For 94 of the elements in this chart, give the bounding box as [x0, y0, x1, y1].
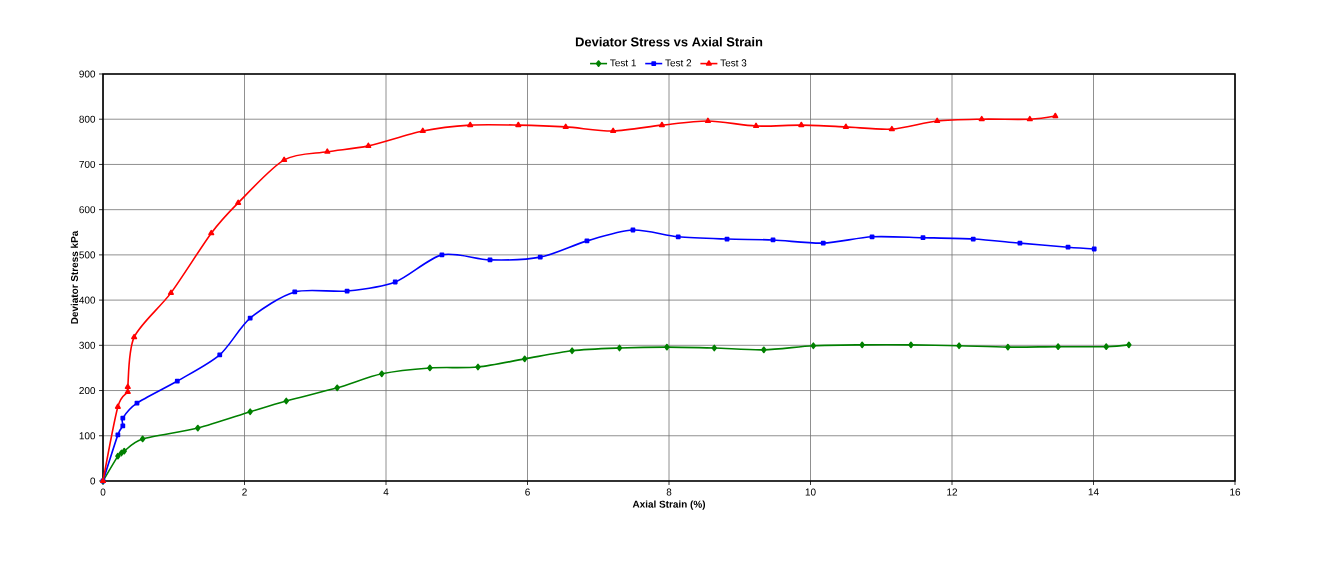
chart-title: Deviator Stress vs Axial Strain [575, 36, 763, 47]
y-tick-label: 700 [79, 160, 96, 168]
point [1017, 240, 1023, 246]
point [761, 346, 767, 354]
point [752, 122, 760, 129]
point [610, 127, 617, 134]
point [174, 378, 180, 384]
point [1005, 343, 1011, 351]
point [869, 234, 875, 240]
point [427, 364, 433, 372]
point [487, 257, 493, 263]
point [283, 397, 289, 405]
x-tick-label: 10 [805, 488, 816, 496]
point [521, 355, 528, 363]
point [167, 289, 174, 295]
x-tick-label: 6 [525, 488, 530, 496]
point [1091, 246, 1097, 252]
y-tick-label: 0 [90, 477, 96, 485]
point [115, 432, 121, 438]
legend-label: Test 2 [665, 59, 692, 67]
point [324, 148, 331, 154]
point [247, 315, 253, 321]
point [956, 342, 962, 350]
point [379, 370, 385, 378]
point [1065, 244, 1071, 250]
point [120, 415, 126, 421]
point [439, 252, 445, 258]
point [114, 403, 121, 409]
x-tick-label: 12 [947, 488, 958, 496]
point [842, 123, 849, 129]
point [1126, 341, 1132, 349]
x-tick-label: 14 [1088, 488, 1099, 496]
y-tick-label: 800 [79, 115, 96, 123]
y-tick-label: 400 [79, 296, 96, 304]
point [365, 142, 372, 148]
point [562, 123, 569, 129]
point [537, 254, 543, 260]
point [467, 121, 474, 128]
point [134, 400, 140, 406]
point [334, 384, 340, 392]
y-tick-label: 200 [79, 387, 96, 395]
point [235, 199, 242, 205]
point [810, 342, 817, 350]
point [515, 121, 522, 128]
point [934, 117, 941, 124]
point [820, 240, 826, 246]
point [970, 236, 976, 242]
point [1103, 343, 1109, 351]
point [120, 423, 126, 429]
point [658, 121, 665, 128]
point [920, 235, 926, 241]
point [115, 452, 121, 460]
point [281, 156, 288, 163]
point [475, 363, 481, 371]
legend-label: Test 1 [610, 59, 636, 67]
point [208, 229, 215, 236]
y-tick-label: 500 [79, 251, 96, 259]
point [664, 343, 670, 351]
point [124, 383, 131, 390]
point [139, 435, 146, 443]
point [978, 115, 985, 122]
point [859, 341, 865, 349]
point [247, 408, 253, 416]
y-tick-label: 100 [79, 432, 96, 440]
x-tick-label: 8 [666, 488, 672, 496]
x-tick-label: 16 [1230, 488, 1241, 496]
point [569, 347, 575, 355]
point [195, 424, 201, 432]
point [217, 352, 223, 358]
point [124, 388, 131, 394]
y-tick-label: 600 [79, 206, 96, 214]
x-tick-label: 4 [383, 488, 389, 496]
point [675, 234, 681, 240]
point [292, 289, 298, 295]
point [584, 238, 590, 244]
point [711, 344, 718, 352]
x-tick-label: 2 [242, 488, 247, 496]
point [1055, 343, 1061, 351]
x-axis-title: Axial Strain (%) [632, 500, 706, 510]
point [798, 121, 805, 128]
point [704, 117, 711, 124]
point [419, 127, 426, 134]
point [616, 344, 623, 352]
legend-label: Test 3 [720, 59, 747, 67]
y-tick-label: 900 [79, 70, 96, 78]
point [1026, 115, 1033, 122]
point [908, 341, 914, 349]
y-axis-title: Deviator Stress kPa [70, 230, 79, 324]
point [1052, 112, 1059, 119]
x-tick-label: 0 [100, 488, 106, 496]
point [131, 333, 138, 340]
point [888, 125, 895, 132]
y-tick-label: 300 [79, 341, 96, 349]
point [392, 279, 398, 285]
